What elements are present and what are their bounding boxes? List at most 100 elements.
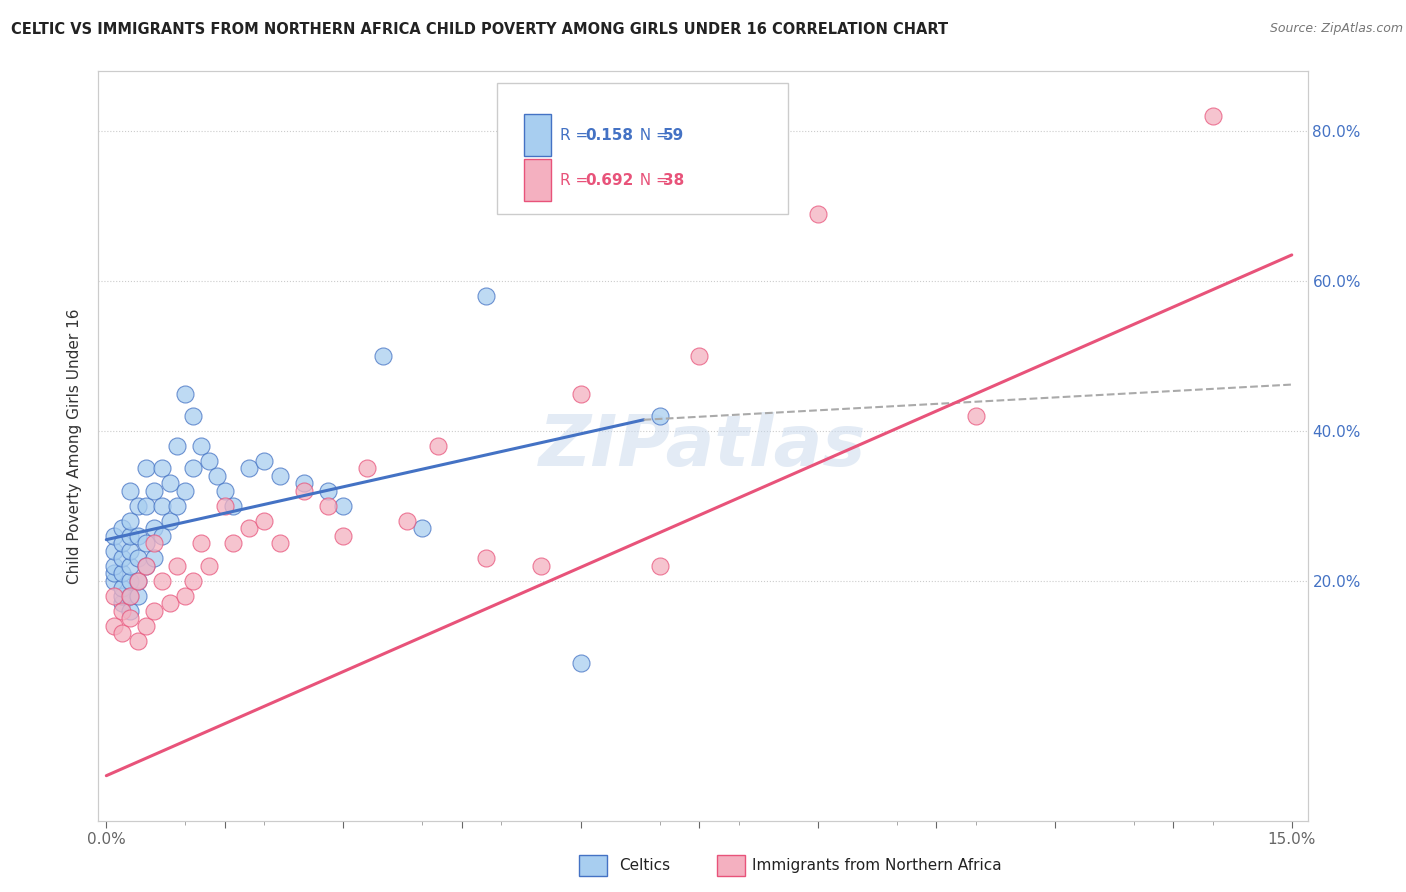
Point <box>118 604 141 618</box>
Point <box>135 461 157 475</box>
Point <box>118 611 141 625</box>
Point <box>292 483 315 498</box>
Text: 38: 38 <box>664 172 685 187</box>
Point <box>427 439 450 453</box>
Point <box>118 558 141 573</box>
Point <box>214 483 236 498</box>
Point <box>569 386 592 401</box>
Point <box>269 536 291 550</box>
Point <box>159 476 181 491</box>
Point <box>332 499 354 513</box>
Point <box>111 521 134 535</box>
Point <box>150 529 173 543</box>
Point <box>205 469 228 483</box>
Point <box>103 558 125 573</box>
Point <box>648 409 671 423</box>
Text: R =: R = <box>561 128 593 143</box>
Text: CELTIC VS IMMIGRANTS FROM NORTHERN AFRICA CHILD POVERTY AMONG GIRLS UNDER 16 COR: CELTIC VS IMMIGRANTS FROM NORTHERN AFRIC… <box>11 22 949 37</box>
Point <box>111 589 134 603</box>
Point <box>411 521 433 535</box>
Point <box>135 558 157 573</box>
Point <box>150 461 173 475</box>
Point <box>648 558 671 573</box>
Text: 59: 59 <box>664 128 685 143</box>
Point <box>807 207 830 221</box>
Point <box>127 574 149 588</box>
Point <box>142 521 165 535</box>
Point <box>181 409 204 423</box>
Point <box>150 499 173 513</box>
Point <box>118 529 141 543</box>
Text: 0.158: 0.158 <box>586 128 634 143</box>
Point <box>103 544 125 558</box>
Point <box>127 529 149 543</box>
Point <box>118 544 141 558</box>
Point <box>118 483 141 498</box>
Point <box>269 469 291 483</box>
Point <box>118 589 141 603</box>
Text: N =: N = <box>630 128 673 143</box>
Point <box>316 483 339 498</box>
Point <box>181 461 204 475</box>
Point <box>238 521 260 535</box>
Point <box>198 454 221 468</box>
Point <box>142 483 165 498</box>
Point <box>111 604 134 618</box>
Point <box>530 558 553 573</box>
Point <box>103 589 125 603</box>
Point <box>214 499 236 513</box>
Point <box>127 551 149 566</box>
Point <box>1202 109 1225 123</box>
Point <box>103 619 125 633</box>
Text: ZIPatlas: ZIPatlas <box>540 411 866 481</box>
FancyBboxPatch shape <box>498 83 787 214</box>
Point <box>118 514 141 528</box>
Point <box>111 566 134 581</box>
Point <box>965 409 987 423</box>
Point <box>150 574 173 588</box>
Point <box>142 536 165 550</box>
Point <box>135 536 157 550</box>
Text: Immigrants from Northern Africa: Immigrants from Northern Africa <box>752 858 1002 872</box>
Point <box>174 589 197 603</box>
Point <box>316 499 339 513</box>
Point <box>166 558 188 573</box>
Point <box>111 551 134 566</box>
Point <box>142 604 165 618</box>
Point <box>103 574 125 588</box>
Point <box>356 461 378 475</box>
Text: 0.692: 0.692 <box>586 172 634 187</box>
Point <box>111 582 134 596</box>
Text: Celtics: Celtics <box>619 858 669 872</box>
Point <box>222 536 245 550</box>
Point <box>395 514 418 528</box>
Point <box>118 574 141 588</box>
Point <box>118 589 141 603</box>
Point <box>198 558 221 573</box>
Point <box>103 529 125 543</box>
Point <box>111 536 134 550</box>
Point <box>127 633 149 648</box>
Text: N =: N = <box>630 172 673 187</box>
Point <box>174 386 197 401</box>
Point <box>190 439 212 453</box>
Point <box>135 619 157 633</box>
FancyBboxPatch shape <box>524 114 551 155</box>
Text: R =: R = <box>561 172 593 187</box>
Text: Source: ZipAtlas.com: Source: ZipAtlas.com <box>1270 22 1403 36</box>
Point <box>166 439 188 453</box>
Point <box>111 596 134 610</box>
Point <box>135 499 157 513</box>
Point <box>474 289 496 303</box>
Point <box>190 536 212 550</box>
FancyBboxPatch shape <box>524 160 551 201</box>
Point <box>238 461 260 475</box>
Point <box>253 454 276 468</box>
Point <box>135 558 157 573</box>
Point <box>159 514 181 528</box>
Point <box>166 499 188 513</box>
Point <box>142 551 165 566</box>
Point <box>127 499 149 513</box>
Point <box>127 574 149 588</box>
Point <box>332 529 354 543</box>
